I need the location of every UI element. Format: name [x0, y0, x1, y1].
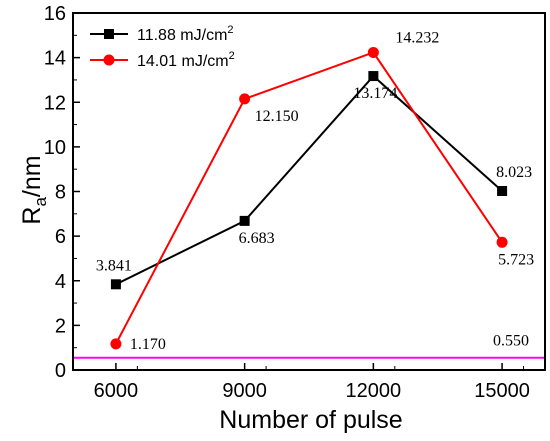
- y-axis-title-subscript: a: [31, 197, 50, 207]
- legend-label-series-1-sup: 2: [227, 24, 233, 36]
- x-tick-label: 12000: [346, 380, 402, 402]
- legend-entry-series-2: 14.01 mJ/cm2: [90, 50, 235, 70]
- y-tick-label: 6: [55, 226, 66, 248]
- legend-label-series-1-main: 11.88 mJ/cm: [137, 27, 227, 44]
- x-axis-ticks: 6000 9000 12000 15000: [94, 363, 530, 402]
- data-label-series-2: 1.170: [130, 336, 166, 353]
- x-tick-label: 9000: [222, 380, 267, 402]
- data-point-series-2: [110, 338, 122, 350]
- data-label-series-1: 3.841: [96, 257, 132, 274]
- series-line-1: [115, 74, 503, 286]
- data-point-series-2: [239, 93, 251, 105]
- reference-line-label: 0.550: [493, 333, 529, 350]
- y-tick-label: 4: [55, 271, 66, 293]
- data-label-series-1: 13.174: [353, 85, 397, 102]
- plot-layer: 0.550 3.841 6.683 13.174 8.023 1.170 12.150 14.…: [73, 29, 545, 359]
- y-tick-label: 14: [44, 48, 66, 70]
- x-axis-title: Number of pulse: [219, 406, 402, 434]
- y-axis-title-main: R: [18, 207, 46, 225]
- y-axis-ticks: 0 2 4 6 8 10 12 14 16: [44, 3, 80, 382]
- legend-label-series-2-main: 14.01 mJ/cm: [137, 53, 229, 70]
- data-point-series-2: [496, 236, 508, 248]
- data-point-series-1: [110, 279, 121, 290]
- y-axis-title-unit: /nm: [18, 155, 46, 197]
- series-line-2: [115, 51, 503, 345]
- data-label-series-1: 8.023: [496, 164, 532, 181]
- legend-marker-series-1: [104, 29, 114, 39]
- x-tick-label: 15000: [474, 380, 530, 402]
- data-label-series-1: 6.683: [239, 230, 275, 247]
- legend: 11.88 mJ/cm2 14.01 mJ/cm2: [90, 24, 235, 70]
- data-point-series-1: [497, 185, 508, 196]
- data-label-series-2: 12.150: [255, 108, 299, 125]
- legend-label-series-2: 14.01 mJ/cm2: [137, 50, 235, 70]
- y-tick-label: 0: [55, 360, 66, 382]
- data-point-series-1: [368, 71, 379, 82]
- data-point-series-1: [239, 215, 250, 226]
- y-axis-title: Ra/nm: [18, 155, 50, 224]
- y-tick-label: 2: [55, 315, 66, 337]
- x-tick-label: 6000: [94, 380, 139, 402]
- legend-label-series-1: 11.88 mJ/cm2: [137, 24, 234, 44]
- legend-entry-series-1: 11.88 mJ/cm2: [90, 24, 234, 44]
- data-point-series-2: [367, 46, 379, 58]
- data-label-series-2: 14.232: [395, 29, 439, 46]
- y-tick-label: 8: [55, 182, 66, 204]
- y-tick-label: 12: [44, 92, 66, 114]
- y-tick-label: 10: [44, 137, 66, 159]
- y-tick-label: 16: [44, 3, 66, 25]
- legend-label-series-2-sup: 2: [229, 50, 235, 62]
- data-label-series-2: 5.723: [498, 251, 534, 268]
- legend-marker-series-2: [103, 54, 115, 66]
